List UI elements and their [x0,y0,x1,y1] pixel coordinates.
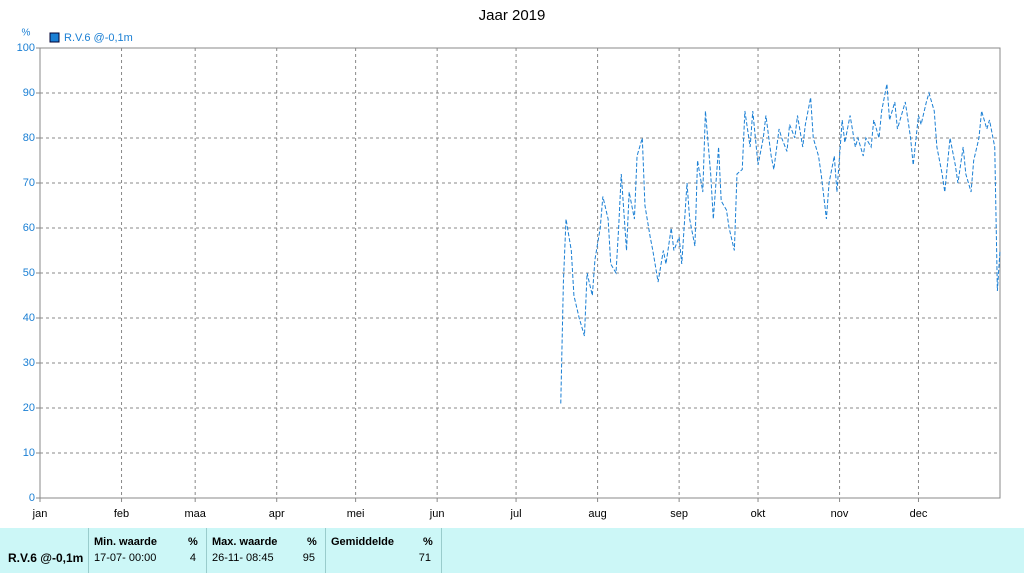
column-unit: % [423,536,433,548]
cell-value: 71 [418,552,431,564]
y-tick-label: 90 [23,87,35,99]
stats-table: R.V.6 @-0,1m Min. waarde% 17-07- 00:00 4 Ma… [0,528,1024,573]
series-line [560,83,1001,404]
separator [88,528,89,573]
x-tick-label: okt [751,508,766,520]
column-header: Gemiddelde [331,536,394,548]
chart-title: Jaar 2019 [479,7,546,24]
cell-time: 26-11- 08:45 [212,552,274,564]
y-tick-label: 30 [23,357,35,369]
x-tick-label: feb [114,508,129,520]
x-tick-label: mei [347,508,365,520]
separator [441,528,442,573]
row-label: R.V.6 @-0,1m [8,551,84,565]
y-unit: % [22,28,31,39]
x-tick-label: dec [910,508,928,520]
cell-value: 4 [189,552,196,564]
x-tick-label: apr [269,508,285,520]
x-tick-label: sep [670,508,688,520]
x-tick-label: maa [184,508,206,520]
y-tick-label: 20 [23,402,35,414]
column-header: Max. waarde [212,536,278,548]
legend-label: R.V.6 @-0,1m [64,32,133,44]
y-tick-label: 10 [23,447,35,459]
y-tick-label: 80 [23,132,35,144]
x-tick-label: jun [429,508,445,520]
separator [206,528,207,573]
y-tick-label: 70 [23,177,35,189]
x-tick-label: jul [510,508,522,520]
cell-time: 17-07- 00:00 [94,552,157,564]
column-unit: % [307,536,317,548]
y-tick-label: 100 [17,42,35,54]
chart: Jaar 2019 % R.V.6 @-0,1m 0 10 20 30 40 50 60 70… [17,7,1001,520]
y-tick-label: 50 [23,267,35,279]
separator [325,528,326,573]
y-tick-label: 60 [23,222,35,234]
x-tick-label: nov [831,508,849,520]
x-tick-label: aug [588,508,606,520]
column-unit: % [188,536,198,548]
x-tick-label: jan [32,508,48,520]
cell-value: 95 [302,552,315,564]
y-tick-label: 0 [29,492,35,504]
column-header: Min. waarde [94,536,157,548]
y-tick-label: 40 [23,312,35,324]
legend-swatch [49,32,60,43]
